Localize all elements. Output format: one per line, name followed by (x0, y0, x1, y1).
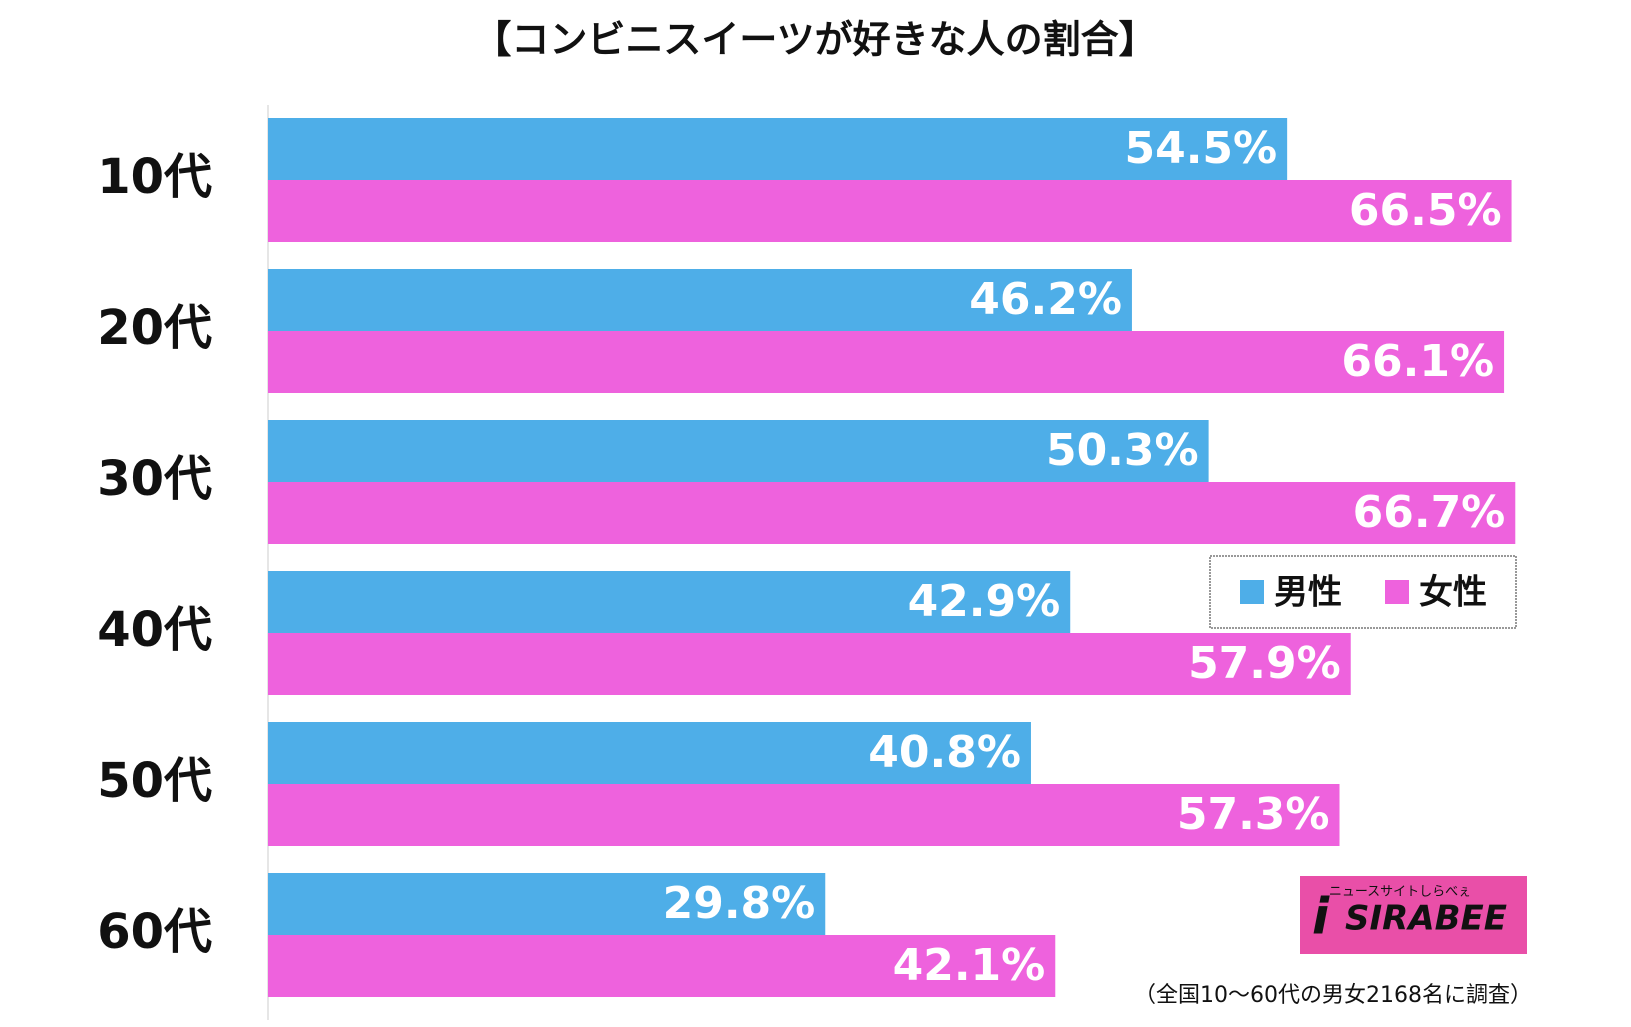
value-label: 57.3% (1177, 789, 1330, 840)
bar (268, 269, 1132, 331)
logo-mark: i (1312, 888, 1330, 946)
bar (268, 482, 1516, 544)
logo-tagline: ニュースサイトしらべぇ (1329, 885, 1471, 900)
bar (268, 873, 826, 935)
category-label: 10代 (97, 149, 212, 205)
bar (268, 722, 1031, 784)
bar (268, 331, 1505, 393)
bar (268, 180, 1512, 242)
value-label: 57.9% (1188, 638, 1341, 689)
value-label: 40.8% (868, 727, 1021, 778)
category-label: 30代 (97, 451, 212, 507)
logo (1300, 876, 1527, 954)
category-label: 50代 (97, 753, 212, 809)
value-label: 42.1% (893, 940, 1046, 991)
value-label: 66.5% (1349, 185, 1502, 236)
value-label: 50.3% (1046, 425, 1199, 476)
category-label: 40代 (97, 602, 212, 658)
legend-swatch (1240, 580, 1264, 604)
bar (268, 571, 1071, 633)
value-label: 66.7% (1353, 487, 1506, 538)
value-label: 42.9% (908, 576, 1061, 627)
chart-title: 【コンビニスイーツが好きな人の割合】 (473, 18, 1156, 62)
category-label: 60代 (97, 904, 212, 960)
value-label: 66.1% (1341, 336, 1494, 387)
bar (268, 118, 1288, 180)
logo-name: SIRABEE (1345, 899, 1507, 939)
legend-label: 女性 (1419, 573, 1487, 613)
bar (268, 420, 1209, 482)
bar (268, 935, 1056, 997)
value-label: 29.8% (663, 878, 816, 929)
legend-label: 男性 (1274, 573, 1342, 613)
category-label: 20代 (97, 300, 212, 356)
value-label: 54.5% (1124, 123, 1277, 174)
legend-swatch (1385, 580, 1409, 604)
bar (268, 633, 1351, 695)
value-label: 46.2% (969, 274, 1122, 325)
bar (268, 784, 1340, 846)
note: （全国10〜60代の男女2168名に調査） (1134, 983, 1532, 1008)
